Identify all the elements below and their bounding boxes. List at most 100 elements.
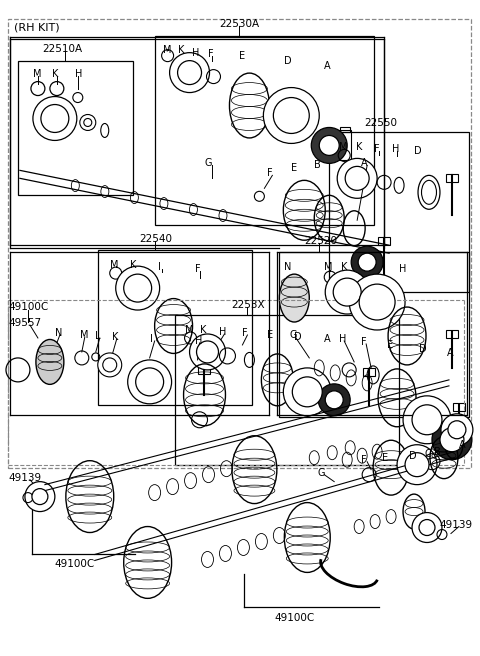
Circle shape bbox=[128, 360, 171, 404]
Text: K: K bbox=[52, 69, 58, 79]
Bar bbox=[446, 330, 458, 338]
Bar bbox=[339, 131, 351, 161]
Text: D: D bbox=[414, 146, 421, 156]
Text: H: H bbox=[392, 144, 399, 154]
Circle shape bbox=[419, 520, 435, 535]
Circle shape bbox=[283, 368, 331, 416]
Bar bbox=[340, 127, 350, 133]
Circle shape bbox=[405, 453, 429, 477]
Text: A: A bbox=[361, 158, 368, 169]
Circle shape bbox=[103, 358, 117, 372]
Text: F: F bbox=[267, 169, 273, 178]
Text: M: M bbox=[185, 325, 193, 335]
Text: A: A bbox=[324, 60, 331, 71]
Circle shape bbox=[311, 127, 347, 163]
Text: H: H bbox=[75, 69, 82, 79]
Bar bbox=[446, 174, 458, 182]
Circle shape bbox=[403, 396, 451, 443]
Text: 22510A: 22510A bbox=[42, 44, 82, 54]
Text: M: M bbox=[324, 262, 333, 272]
Text: M: M bbox=[163, 45, 171, 54]
Text: H: H bbox=[399, 264, 407, 274]
Circle shape bbox=[116, 266, 160, 310]
Text: G: G bbox=[317, 468, 325, 478]
Circle shape bbox=[292, 377, 322, 407]
Text: (RH KIT): (RH KIT) bbox=[14, 23, 60, 33]
Bar bbox=[279, 252, 469, 417]
Text: H: H bbox=[219, 327, 227, 337]
Circle shape bbox=[351, 246, 383, 278]
Circle shape bbox=[136, 368, 164, 396]
Circle shape bbox=[319, 135, 339, 155]
Circle shape bbox=[33, 96, 77, 140]
Circle shape bbox=[124, 274, 152, 302]
Circle shape bbox=[432, 420, 472, 460]
Text: F: F bbox=[207, 49, 213, 58]
Text: 22540: 22540 bbox=[140, 234, 173, 244]
Circle shape bbox=[84, 119, 92, 127]
Circle shape bbox=[448, 420, 466, 439]
Text: E: E bbox=[267, 330, 274, 340]
Text: C: C bbox=[424, 449, 431, 459]
Circle shape bbox=[440, 428, 464, 452]
Text: 49100C: 49100C bbox=[275, 613, 314, 623]
Bar bbox=[198, 366, 209, 374]
Circle shape bbox=[264, 87, 319, 144]
Text: F: F bbox=[374, 144, 380, 154]
Circle shape bbox=[397, 445, 437, 485]
Text: N: N bbox=[284, 262, 292, 272]
Text: B: B bbox=[434, 447, 441, 457]
Text: K: K bbox=[130, 260, 136, 270]
Text: M: M bbox=[110, 260, 118, 270]
Bar bbox=[363, 368, 375, 376]
Text: 22520: 22520 bbox=[304, 236, 337, 246]
Text: E: E bbox=[387, 340, 393, 350]
Text: 2253X: 2253X bbox=[231, 300, 265, 310]
Text: 49100C: 49100C bbox=[55, 560, 95, 569]
Circle shape bbox=[337, 158, 377, 198]
Bar bbox=[8, 19, 471, 468]
Bar bbox=[155, 35, 374, 225]
Bar bbox=[175, 315, 399, 464]
Circle shape bbox=[349, 274, 405, 330]
Text: F: F bbox=[194, 264, 200, 274]
Text: F: F bbox=[361, 337, 367, 347]
Circle shape bbox=[25, 482, 55, 512]
Text: D: D bbox=[284, 56, 292, 66]
Bar bbox=[378, 237, 390, 245]
Text: D: D bbox=[409, 451, 417, 461]
Text: G: G bbox=[204, 158, 212, 169]
Text: 49139: 49139 bbox=[8, 473, 41, 483]
Circle shape bbox=[325, 391, 343, 409]
Text: L: L bbox=[95, 331, 100, 341]
Circle shape bbox=[358, 253, 376, 271]
Circle shape bbox=[441, 414, 473, 445]
Circle shape bbox=[325, 270, 369, 314]
Text: K: K bbox=[178, 45, 184, 54]
Circle shape bbox=[32, 489, 48, 504]
Ellipse shape bbox=[279, 274, 309, 322]
Text: 22550: 22550 bbox=[364, 119, 397, 129]
Circle shape bbox=[41, 104, 69, 133]
Text: D: D bbox=[419, 344, 427, 354]
Text: E: E bbox=[291, 163, 298, 173]
Text: A: A bbox=[324, 334, 331, 344]
Circle shape bbox=[412, 405, 442, 435]
Text: K: K bbox=[356, 142, 362, 152]
Text: 49557: 49557 bbox=[8, 318, 41, 328]
Text: A: A bbox=[459, 440, 466, 450]
Text: B: B bbox=[314, 161, 321, 171]
Text: H: H bbox=[339, 334, 347, 344]
Text: E: E bbox=[382, 453, 388, 462]
Text: F: F bbox=[361, 455, 367, 464]
Text: D: D bbox=[294, 332, 302, 342]
Bar bbox=[18, 60, 132, 195]
Text: H: H bbox=[194, 336, 202, 346]
Ellipse shape bbox=[36, 339, 64, 384]
Bar bbox=[98, 250, 252, 405]
Text: G: G bbox=[289, 330, 297, 340]
Circle shape bbox=[345, 167, 369, 190]
Circle shape bbox=[359, 284, 395, 320]
Circle shape bbox=[98, 353, 122, 377]
Text: I: I bbox=[157, 262, 160, 272]
